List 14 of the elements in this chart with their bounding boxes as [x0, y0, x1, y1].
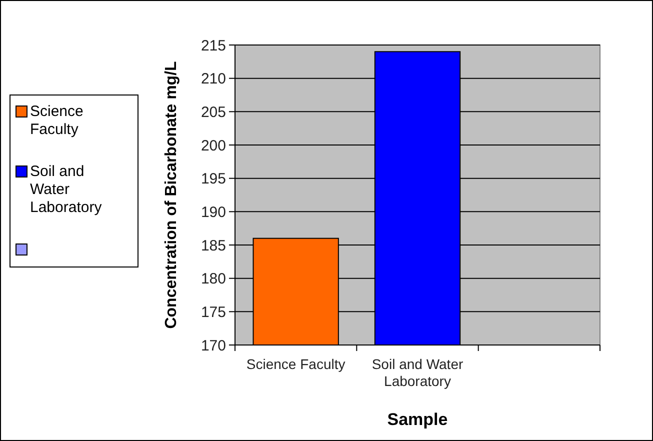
y-tick-label: 190: [200, 204, 226, 221]
legend-label: Science Faculty: [30, 103, 84, 138]
x-axis-title: Sample: [387, 410, 448, 429]
y-tick-label: 210: [200, 70, 226, 88]
y-tick-label: 175: [200, 304, 226, 321]
y-tick-label: 180: [200, 270, 226, 288]
y-axis-title: Concentration of Bicarbonate mg/L: [163, 60, 180, 329]
legend-label: Soil and Water Laboratory: [30, 163, 102, 216]
y-tick-label: 215: [200, 37, 226, 54]
y-tick-label: 200: [200, 137, 226, 154]
y-tick-label: 185: [200, 237, 226, 254]
y-tick-label: 195: [200, 170, 226, 188]
y-tick-label: 170: [200, 337, 226, 354]
y-tick-label: 205: [200, 104, 226, 121]
